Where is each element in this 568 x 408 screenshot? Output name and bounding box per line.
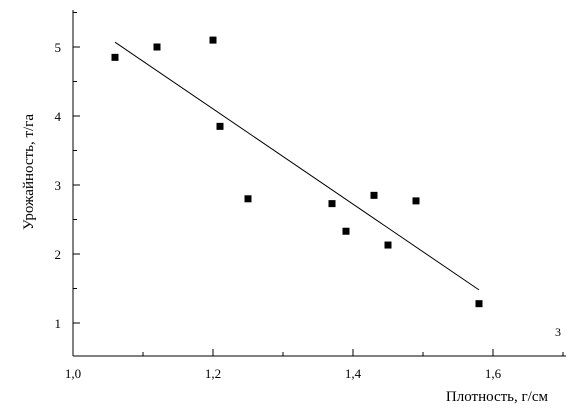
y-tick-label: 1 [55, 316, 62, 331]
axes [72, 10, 566, 357]
trendline [114, 41, 480, 291]
data-point [342, 227, 350, 235]
annotation-label: 3 [555, 325, 561, 339]
x-axis-title: Плотность, г/см [446, 389, 549, 405]
data-points [111, 36, 483, 308]
y-tick-label: 4 [55, 109, 62, 124]
data-point [244, 195, 252, 203]
data-point [370, 191, 378, 199]
data-point [328, 200, 336, 208]
ticks [72, 12, 564, 356]
data-point [209, 36, 217, 44]
tick-labels: 1,0 1,2 1,4 1,6 1 2 3 4 5 [55, 40, 502, 381]
x-tick-label: 1,4 [345, 366, 362, 381]
x-tick-label: 1,0 [65, 366, 81, 381]
data-point [153, 43, 161, 51]
data-point [412, 197, 420, 205]
y-tick-label: 5 [55, 40, 62, 55]
y-tick-label: 2 [55, 247, 62, 262]
y-tick-label: 3 [55, 178, 62, 193]
data-point [216, 122, 224, 130]
data-point [111, 53, 119, 61]
data-point [475, 300, 483, 308]
y-axis-title: Урожайность, т/га [21, 114, 37, 230]
trendline-group [114, 41, 480, 291]
x-tick-label: 1,6 [485, 366, 502, 381]
data-point [384, 241, 392, 249]
x-tick-label: 1,2 [205, 366, 221, 381]
